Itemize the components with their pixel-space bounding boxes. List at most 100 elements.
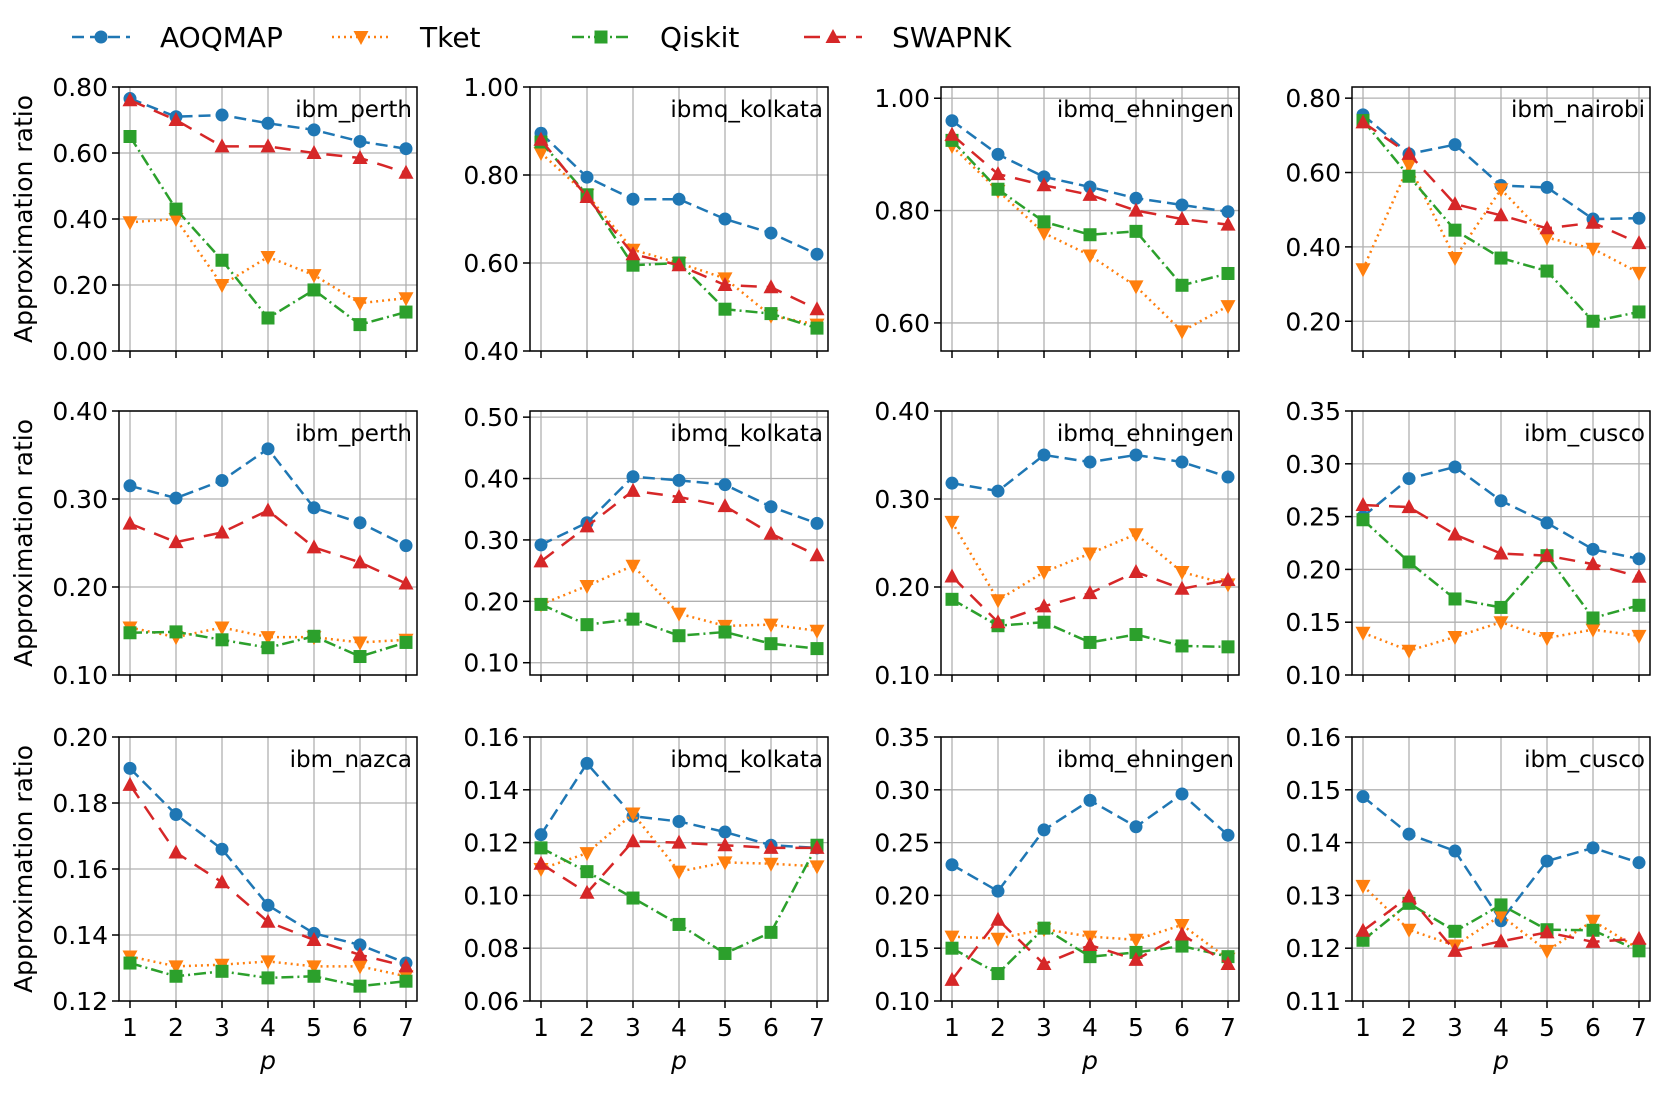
data-point — [1355, 114, 1371, 129]
panel-3: 0.60 0.80 1.00 ibmq_ehningen — [874, 84, 1240, 358]
data-point — [214, 138, 230, 153]
data-point — [398, 575, 414, 590]
y-tick-label: 0.10 — [874, 987, 930, 1016]
y-tick-label: 0.00 — [52, 337, 108, 366]
data-point — [168, 534, 184, 549]
data-point — [1036, 227, 1052, 242]
data-point — [1128, 280, 1144, 295]
series-qiskit — [123, 130, 413, 332]
x-tick-label: 7 — [398, 1013, 414, 1042]
data-point — [718, 825, 732, 839]
data-point — [1355, 263, 1371, 278]
panels-grid: 0.00 0.20 0.40 0.60 0.80 ibm_perth Approximati… — [9, 73, 1651, 1075]
data-point — [625, 559, 641, 574]
data-point — [1585, 242, 1601, 257]
y-tick-label: 0.80 — [463, 161, 519, 190]
data-point — [763, 618, 779, 633]
data-point — [1175, 278, 1189, 292]
x-tick-label: 4 — [1082, 1013, 1098, 1042]
legend-label: Qiskit — [660, 21, 739, 54]
data-point — [1356, 790, 1370, 804]
data-point — [169, 202, 183, 216]
data-point — [1402, 555, 1416, 569]
y-tick-label: 0.40 — [463, 465, 519, 494]
x-tick-label: 5 — [1128, 1013, 1144, 1042]
panel-title: ibmq_kolkata — [670, 747, 823, 773]
data-point — [990, 594, 1006, 609]
data-point — [122, 92, 138, 107]
data-point — [1448, 138, 1462, 152]
data-point — [1037, 921, 1051, 935]
y-tick-label: 0.20 — [52, 573, 108, 602]
data-point — [533, 553, 549, 568]
y-tick-label: 0.20 — [1285, 555, 1341, 584]
data-point — [1494, 898, 1508, 912]
data-point — [1631, 930, 1647, 945]
series-qiskit — [534, 838, 824, 960]
data-point — [945, 592, 959, 606]
panel-title: ibmq_ehningen — [1057, 421, 1234, 447]
panel-10: 0.06 0.08 0.10 0.12 0.14 0.16 1 2 3 4 5 6 7 ibmq_kolk… — [463, 723, 829, 1075]
data-point — [580, 618, 594, 632]
series-tket — [944, 515, 1236, 609]
data-point — [1540, 516, 1554, 530]
data-point — [1401, 923, 1417, 938]
data-point — [810, 321, 824, 335]
data-point — [1631, 629, 1647, 644]
y-tick-label: 0.16 — [463, 723, 519, 752]
y-tick-label: 0.80 — [52, 73, 108, 102]
data-point — [1585, 214, 1601, 229]
data-point — [534, 597, 548, 611]
data-point — [1493, 933, 1509, 948]
data-point — [1586, 314, 1600, 328]
data-point — [123, 761, 137, 775]
data-point — [990, 614, 1006, 629]
data-point — [1539, 924, 1555, 939]
data-point — [1036, 956, 1052, 971]
series-aoqmap — [534, 470, 824, 552]
y-tick-label: 0.16 — [1285, 723, 1341, 752]
panel-9: 0.12 0.14 0.16 0.18 0.20 1 2 3 4 5 6 7 ibm_nazca Appr… — [9, 723, 418, 1075]
data-point — [809, 860, 825, 875]
x-tick-label: 2 — [168, 1013, 184, 1042]
y-tick-label: 0.35 — [1285, 397, 1341, 426]
data-point — [1174, 566, 1190, 581]
data-point — [1175, 198, 1189, 212]
data-point — [1401, 499, 1417, 514]
data-point — [352, 149, 368, 164]
panel-2: 0.40 0.60 0.80 1.00 ibmq_kolkata — [463, 73, 829, 366]
data-point — [1401, 888, 1417, 903]
data-point — [809, 547, 825, 562]
data-point — [1129, 628, 1143, 642]
data-point — [764, 307, 778, 321]
data-point — [260, 250, 276, 265]
y-tick-label: 0.20 — [874, 881, 930, 910]
data-point — [1083, 228, 1097, 242]
data-point — [764, 226, 778, 240]
series-aoqmap — [945, 787, 1235, 898]
series-swapnk — [1355, 888, 1647, 957]
data-point — [399, 974, 413, 988]
data-point — [718, 625, 732, 639]
data-point — [944, 971, 960, 986]
y-tick-label: 0.40 — [1285, 233, 1341, 262]
legend: AOQMAP Tket Qiskit SWAPNK — [72, 21, 1012, 54]
data-point — [353, 938, 367, 952]
data-point — [626, 612, 640, 626]
data-point — [1539, 220, 1555, 235]
data-point — [306, 539, 322, 554]
data-point — [260, 955, 276, 970]
data-point — [945, 858, 959, 872]
x-tick-label: 3 — [625, 1013, 641, 1042]
panel-title: ibmq_kolkata — [670, 97, 823, 123]
data-point — [1082, 547, 1098, 562]
data-point — [991, 147, 1005, 161]
data-point — [1220, 956, 1236, 971]
data-point — [809, 839, 825, 854]
y-tick-label: 0.08 — [463, 934, 519, 963]
data-point — [1355, 922, 1371, 937]
data-point — [1585, 556, 1601, 571]
data-point — [261, 442, 275, 456]
data-point — [260, 138, 276, 153]
x-axis-title: p — [1081, 1046, 1098, 1075]
